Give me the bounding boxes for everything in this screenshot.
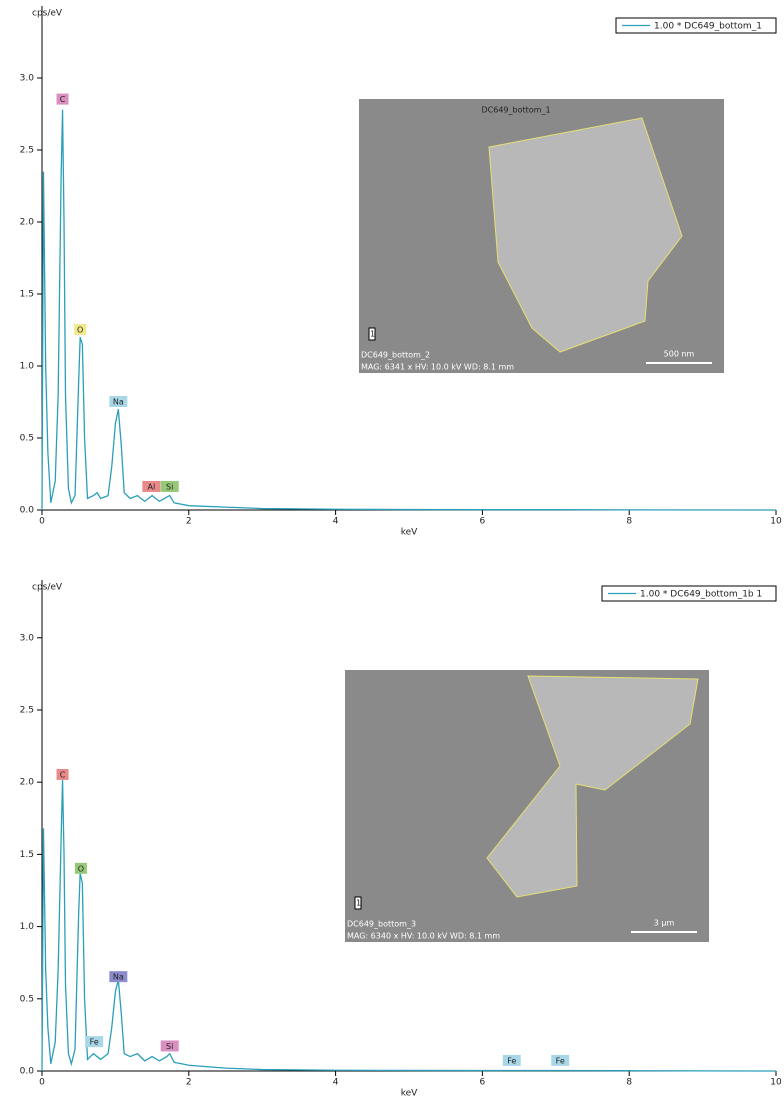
x-tick-label: 2 [186, 517, 192, 527]
peak-label: O [78, 864, 84, 873]
y-tick-label: 1.0 [20, 362, 35, 372]
peak-label: Na [113, 398, 124, 407]
marker: 1 [370, 330, 375, 339]
y-tick-label: 3.0 [20, 633, 35, 643]
peak-label: C [60, 770, 66, 779]
y-tick-label: 2.5 [20, 146, 34, 156]
peak-label-box [56, 768, 69, 780]
y-tick-label: 1.5 [20, 850, 34, 860]
particle [487, 676, 698, 897]
x-tick-label: 4 [333, 517, 339, 527]
y-tick-label: 2.0 [20, 218, 35, 228]
y-tick-label: 2.0 [20, 778, 35, 788]
y-tick-label: 1.0 [20, 922, 35, 932]
x-tick-label: 2 [186, 1078, 192, 1088]
roi-outline [486, 675, 699, 898]
x-tick-label: 4 [333, 1078, 339, 1088]
y-axis-label: cps/eV [32, 583, 63, 593]
x-tick-label: 8 [626, 1078, 632, 1088]
image-caption: DC649_bottom_3 [347, 920, 416, 929]
x-axis-label: keV [401, 1089, 418, 1099]
x-tick-label: 6 [480, 1078, 486, 1088]
peak-label-box [502, 1054, 521, 1066]
y-tick-label: 0.0 [20, 1067, 35, 1077]
x-tick-label: 0 [39, 517, 45, 527]
particle [489, 118, 682, 352]
y-tick-label: 3.0 [20, 74, 35, 84]
y-tick-label: 1.5 [20, 290, 34, 300]
y-tick-label: 0.5 [20, 434, 34, 444]
peak-label: C [60, 95, 66, 104]
image-title: DC649_bottom_1 [482, 106, 551, 115]
image-caption: DC649_bottom_2 [361, 351, 430, 360]
peak-label: Si [166, 1042, 173, 1051]
peak-label: Al [148, 482, 156, 491]
peak-label: Fe [90, 1038, 99, 1047]
y-tick-label: 2.5 [20, 705, 34, 715]
peak-label: Fe [507, 1056, 516, 1065]
scale-label: 3 µm [654, 919, 675, 928]
image-info: MAG: 6341 x HV: 10.0 kV WD: 8.1 mm [361, 363, 514, 372]
spectrum-line [41, 109, 777, 511]
peak-label-box [160, 480, 179, 492]
legend-label: 1.00 * DC649_bottom_1 [654, 22, 762, 32]
legend-label: 1.00 * DC649_bottom_1b 1 [640, 590, 762, 600]
peak-label-box [74, 862, 87, 874]
x-tick-label: 0 [39, 1078, 45, 1088]
peak-label-box [85, 1036, 104, 1048]
marker-box [368, 327, 376, 341]
peak-label-box [109, 396, 128, 407]
peak-label: O [77, 326, 83, 335]
peak-label-box [74, 324, 87, 335]
peak-label-box [160, 1040, 179, 1052]
legend-box [601, 585, 777, 602]
marker: 1 [356, 899, 361, 908]
peak-label-box [56, 93, 69, 105]
y-tick-label: 0.5 [20, 994, 34, 1004]
x-axis-label: keV [401, 528, 418, 538]
peak-label: Si [166, 482, 173, 491]
peak-label-box [142, 480, 161, 492]
peak-label: Na [113, 973, 124, 982]
x-tick-label: 10 [770, 1078, 782, 1088]
y-tick-label: 0.0 [20, 506, 35, 516]
peak-label: Fe [556, 1056, 565, 1065]
peak-label-box [551, 1054, 570, 1066]
peak-label-box [109, 971, 128, 983]
spectrum-line [41, 779, 777, 1072]
x-tick-label: 8 [626, 517, 632, 527]
scale-label: 500 nm [664, 350, 695, 359]
legend-box [615, 17, 777, 34]
marker-box [354, 896, 362, 910]
x-tick-label: 6 [480, 517, 486, 527]
x-tick-label: 10 [770, 517, 782, 527]
roi-outline [488, 117, 683, 353]
image-info: MAG: 6340 x HV: 10.0 kV WD: 8.1 mm [347, 932, 500, 941]
y-axis-label: cps/eV [32, 9, 63, 19]
